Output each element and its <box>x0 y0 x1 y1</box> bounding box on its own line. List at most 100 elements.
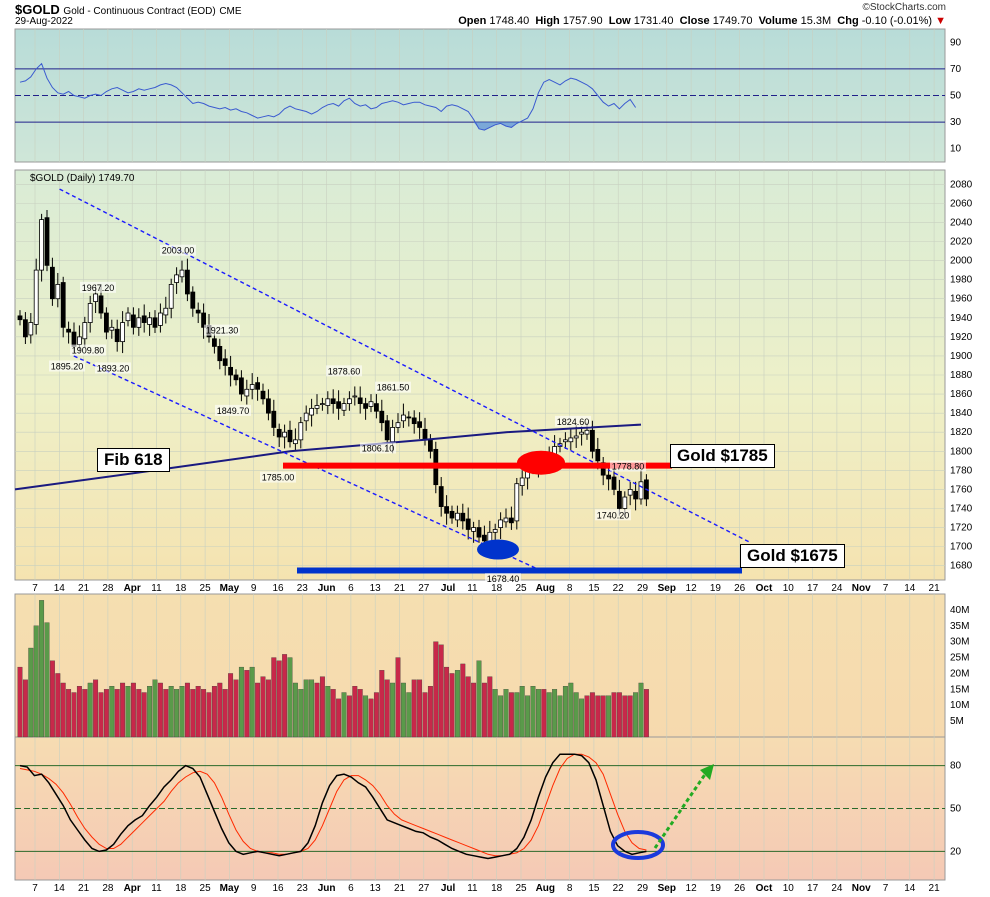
high-value-label: 1778.80 <box>612 461 645 471</box>
candle-body <box>265 398 271 414</box>
volume-bar <box>368 698 374 738</box>
x-tick-label-bottom: 16 <box>272 883 284 894</box>
volume-bar <box>616 692 622 738</box>
candle-body <box>627 489 633 496</box>
x-tick-label-bottom: Nov <box>852 883 871 894</box>
volume-bar <box>39 600 45 738</box>
volume-bar <box>71 692 77 738</box>
volume-bar <box>433 641 439 738</box>
volume-bar <box>276 660 282 738</box>
x-tick-label-top: 28 <box>102 583 114 594</box>
high-value-label: 1861.50 <box>377 383 410 393</box>
chg-value: -0.10 (-0.01%) <box>861 15 933 27</box>
volume-bar <box>244 670 250 738</box>
volume-bar <box>249 666 255 738</box>
volume-bar <box>438 644 444 738</box>
x-tick-label-bottom: Sep <box>658 883 676 894</box>
price-tick-label: 2040 <box>950 217 973 228</box>
value-label-bg <box>80 281 116 293</box>
open-value: 1748.40 <box>489 15 530 27</box>
candle-body <box>287 429 293 443</box>
close-value: 1749.70 <box>712 15 753 27</box>
volume-bar <box>233 679 239 738</box>
volume-bar <box>184 682 190 738</box>
volume-bar <box>55 673 61 738</box>
candle-body <box>244 388 250 397</box>
x-tick-label-top: 14 <box>904 583 916 594</box>
volume-tick-label: 35M <box>950 621 969 632</box>
x-tick-label-top: 18 <box>491 583 503 594</box>
x-tick-label-bottom: 18 <box>175 883 187 894</box>
candle-body <box>573 435 579 439</box>
volume-bar <box>379 670 385 738</box>
volume-bar <box>546 692 552 738</box>
candle-body <box>590 429 595 452</box>
value-label-bg <box>160 244 196 256</box>
candle-body <box>66 328 71 333</box>
candle-body <box>476 527 482 538</box>
candle-body <box>309 407 315 416</box>
volume-bar <box>22 679 28 738</box>
volume-bar <box>454 670 460 738</box>
x-tick-label-top: 21 <box>78 583 90 594</box>
candle-body <box>238 377 244 395</box>
price-tick-label: 1960 <box>950 294 973 305</box>
price-tick-label: 1900 <box>950 351 973 362</box>
volume-bar <box>228 673 234 738</box>
volume-bar <box>82 689 88 738</box>
volume-bar <box>103 689 109 738</box>
rsi-tick-label: 50 <box>950 91 962 102</box>
x-tick-label-bottom: Jun <box>318 883 336 894</box>
candle-body <box>17 315 23 321</box>
candle-body <box>325 398 331 406</box>
volume-bar <box>476 660 482 738</box>
value-label-bg <box>215 404 251 416</box>
volume-bar <box>271 657 277 738</box>
candle-body <box>120 322 125 343</box>
volume-bar <box>492 689 498 738</box>
candle-body <box>271 410 277 428</box>
candle-body <box>481 534 487 542</box>
volume-label: Volume <box>758 15 798 27</box>
volume-bar <box>503 689 509 738</box>
volume-bar <box>508 692 514 738</box>
volume-bar <box>541 689 547 738</box>
candle-body <box>508 517 514 524</box>
candle-body <box>77 336 82 345</box>
x-tick-label-bottom: 21 <box>394 883 406 894</box>
x-tick-label-bottom: 29 <box>637 883 649 894</box>
volume-bar <box>557 695 563 738</box>
candle-body <box>622 496 628 509</box>
volume-bar <box>535 689 541 738</box>
volume-bar <box>238 666 244 738</box>
candle-body <box>595 448 601 462</box>
volume-bar <box>444 666 450 738</box>
volume-bar <box>589 692 595 738</box>
price-tick-label: 2060 <box>950 198 973 209</box>
candle-body <box>568 437 574 443</box>
volume-bar <box>487 676 493 738</box>
candle-body <box>422 428 428 441</box>
value-label-bg <box>70 344 106 356</box>
volume-bar <box>627 695 633 738</box>
candle-body <box>174 274 180 283</box>
value-label-bg <box>49 360 85 372</box>
x-tick-label-top: 14 <box>54 583 66 594</box>
volume-tick-label: 40M <box>950 605 969 616</box>
candle-body <box>390 427 396 443</box>
x-tick-label-bottom: 9 <box>251 883 257 894</box>
price-tick-label: 1720 <box>950 523 973 534</box>
volume-bar <box>255 682 261 738</box>
volume-bar <box>33 625 39 738</box>
candle-body <box>352 395 358 398</box>
stockcharts-credit: ©StockCharts.com <box>862 2 946 13</box>
volume-bar <box>427 686 433 738</box>
x-tick-label-top: 11 <box>151 583 162 594</box>
volume-bar <box>319 676 325 738</box>
candle-body <box>136 317 142 328</box>
volume-bar <box>568 682 574 738</box>
price-tick-label: 1680 <box>950 561 973 572</box>
volume-bar <box>260 676 266 738</box>
volume-bar <box>363 695 369 738</box>
volume-bar <box>460 663 466 738</box>
